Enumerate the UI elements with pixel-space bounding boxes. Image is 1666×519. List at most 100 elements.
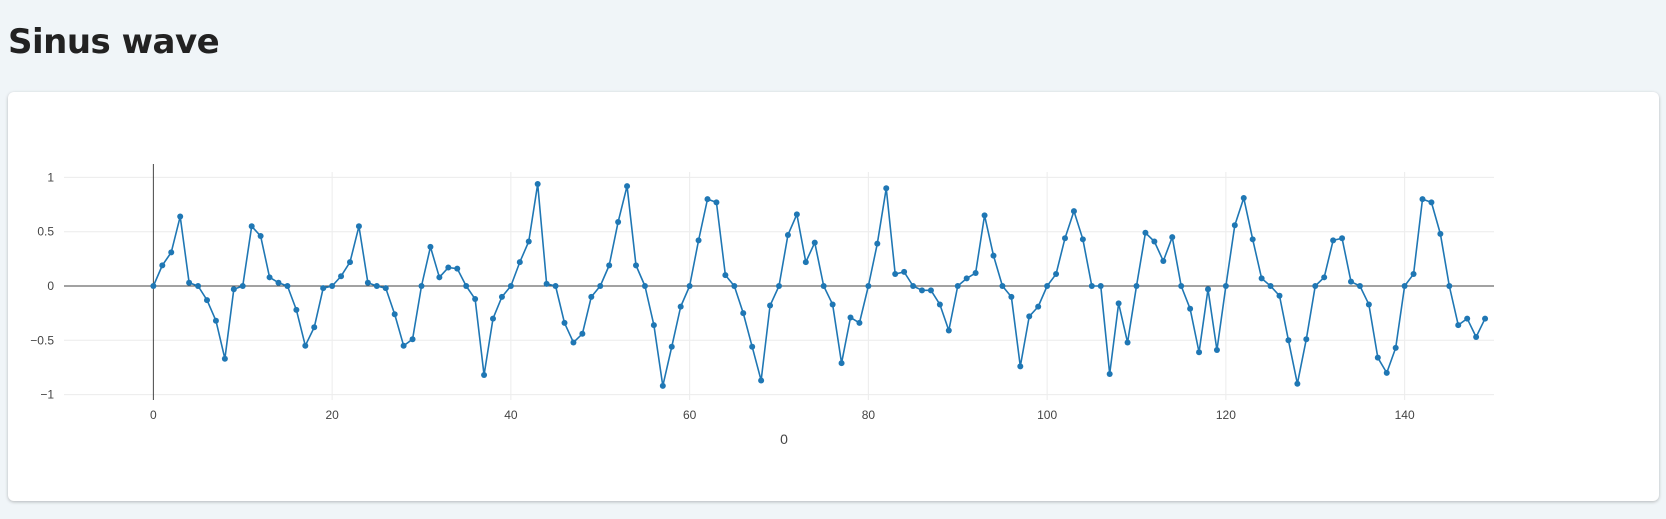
data-point[interactable] — [1303, 336, 1310, 343]
data-point[interactable] — [1062, 235, 1068, 242]
data-point[interactable] — [1410, 271, 1417, 278]
data-point[interactable] — [481, 372, 488, 379]
data-point[interactable] — [892, 271, 899, 278]
data-point[interactable] — [838, 360, 845, 367]
data-point[interactable] — [624, 183, 631, 190]
data-point[interactable] — [364, 279, 371, 286]
data-point[interactable] — [400, 342, 407, 349]
data-point[interactable] — [1392, 344, 1399, 351]
data-point[interactable] — [1419, 196, 1426, 203]
data-point[interactable] — [1321, 274, 1328, 281]
data-point[interactable] — [972, 269, 979, 276]
data-point[interactable] — [1151, 238, 1158, 245]
data-point[interactable] — [802, 259, 809, 266]
data-point[interactable] — [659, 382, 666, 389]
data-point[interactable] — [311, 324, 318, 331]
data-point[interactable] — [1374, 354, 1381, 361]
data-point[interactable] — [382, 285, 389, 292]
data-point[interactable] — [195, 283, 202, 289]
data-point[interactable] — [1312, 283, 1319, 289]
data-point[interactable] — [1473, 334, 1480, 341]
data-point[interactable] — [338, 273, 345, 280]
data-point[interactable] — [418, 283, 425, 289]
data-point[interactable] — [1356, 283, 1363, 289]
data-point[interactable] — [1348, 278, 1354, 285]
data-point[interactable] — [1464, 315, 1471, 322]
data-point[interactable] — [1160, 258, 1167, 265]
data-point[interactable] — [981, 212, 988, 219]
data-point[interactable] — [186, 279, 193, 286]
data-point[interactable] — [883, 185, 890, 192]
data-point[interactable] — [936, 301, 943, 308]
data-point[interactable] — [1178, 283, 1185, 289]
data-point[interactable] — [1249, 236, 1256, 243]
data-point[interactable] — [463, 283, 470, 289]
data-point[interactable] — [811, 239, 818, 246]
data-point[interactable] — [713, 199, 720, 206]
data-point[interactable] — [633, 262, 639, 269]
data-point[interactable] — [409, 336, 416, 343]
data-point[interactable] — [150, 283, 157, 289]
data-point[interactable] — [1088, 283, 1095, 289]
data-point[interactable] — [784, 231, 791, 238]
data-point[interactable] — [239, 283, 246, 289]
data-point[interactable] — [695, 237, 702, 244]
data-point[interactable] — [1106, 370, 1113, 377]
data-point[interactable] — [901, 268, 908, 275]
data-point[interactable] — [561, 319, 568, 326]
data-point[interactable] — [999, 283, 1006, 289]
data-point[interactable] — [704, 196, 711, 203]
data-point[interactable] — [543, 280, 550, 287]
data-point[interactable] — [1437, 230, 1444, 237]
data-point[interactable] — [1133, 283, 1140, 289]
data-point[interactable] — [212, 317, 219, 324]
data-point[interactable] — [1213, 347, 1220, 354]
data-point[interactable] — [1142, 229, 1149, 236]
data-point[interactable] — [615, 218, 622, 225]
data-point[interactable] — [1482, 315, 1489, 322]
data-point[interactable] — [204, 297, 210, 304]
data-point[interactable] — [266, 274, 273, 281]
data-point[interactable] — [579, 330, 586, 337]
data-point[interactable] — [650, 322, 657, 329]
data-point[interactable] — [355, 223, 362, 230]
data-point[interactable] — [829, 301, 836, 308]
data-point[interactable] — [1169, 234, 1176, 241]
data-point[interactable] — [1401, 283, 1408, 289]
data-point[interactable] — [1115, 300, 1122, 307]
data-point[interactable] — [516, 259, 523, 266]
data-point[interactable] — [1187, 305, 1194, 312]
data-point[interactable] — [731, 283, 738, 289]
data-point[interactable] — [1428, 199, 1435, 206]
data-point[interactable] — [1205, 286, 1211, 293]
data-point[interactable] — [329, 283, 336, 289]
data-point[interactable] — [641, 283, 648, 289]
data-point[interactable] — [776, 283, 782, 289]
data-point[interactable] — [1070, 208, 1077, 215]
data-point[interactable] — [1017, 363, 1024, 370]
data-point[interactable] — [1026, 313, 1033, 320]
data-point[interactable] — [749, 343, 756, 350]
data-point[interactable] — [847, 314, 854, 321]
data-point[interactable] — [919, 287, 925, 294]
data-point[interactable] — [1097, 283, 1104, 289]
data-point[interactable] — [874, 240, 881, 247]
data-point[interactable] — [391, 311, 398, 318]
data-point[interactable] — [275, 279, 282, 286]
data-point[interactable] — [1446, 283, 1453, 289]
data-point[interactable] — [668, 343, 675, 350]
data-point[interactable] — [221, 355, 228, 362]
data-point[interactable] — [1258, 275, 1265, 282]
data-point[interactable] — [445, 264, 452, 271]
data-point[interactable] — [1240, 195, 1247, 202]
data-point[interactable] — [758, 377, 765, 384]
data-point[interactable] — [427, 243, 434, 250]
data-point[interactable] — [177, 213, 184, 220]
data-point[interactable] — [1044, 283, 1051, 289]
data-point[interactable] — [945, 327, 952, 334]
data-point[interactable] — [284, 283, 291, 289]
data-point[interactable] — [373, 283, 380, 289]
data-point[interactable] — [1231, 222, 1238, 229]
data-point[interactable] — [436, 274, 443, 281]
line-chart[interactable]: 1 0.5 0 −0.5 −1 0 20 40 60 80 100 120 140 0 — [8, 92, 1659, 501]
